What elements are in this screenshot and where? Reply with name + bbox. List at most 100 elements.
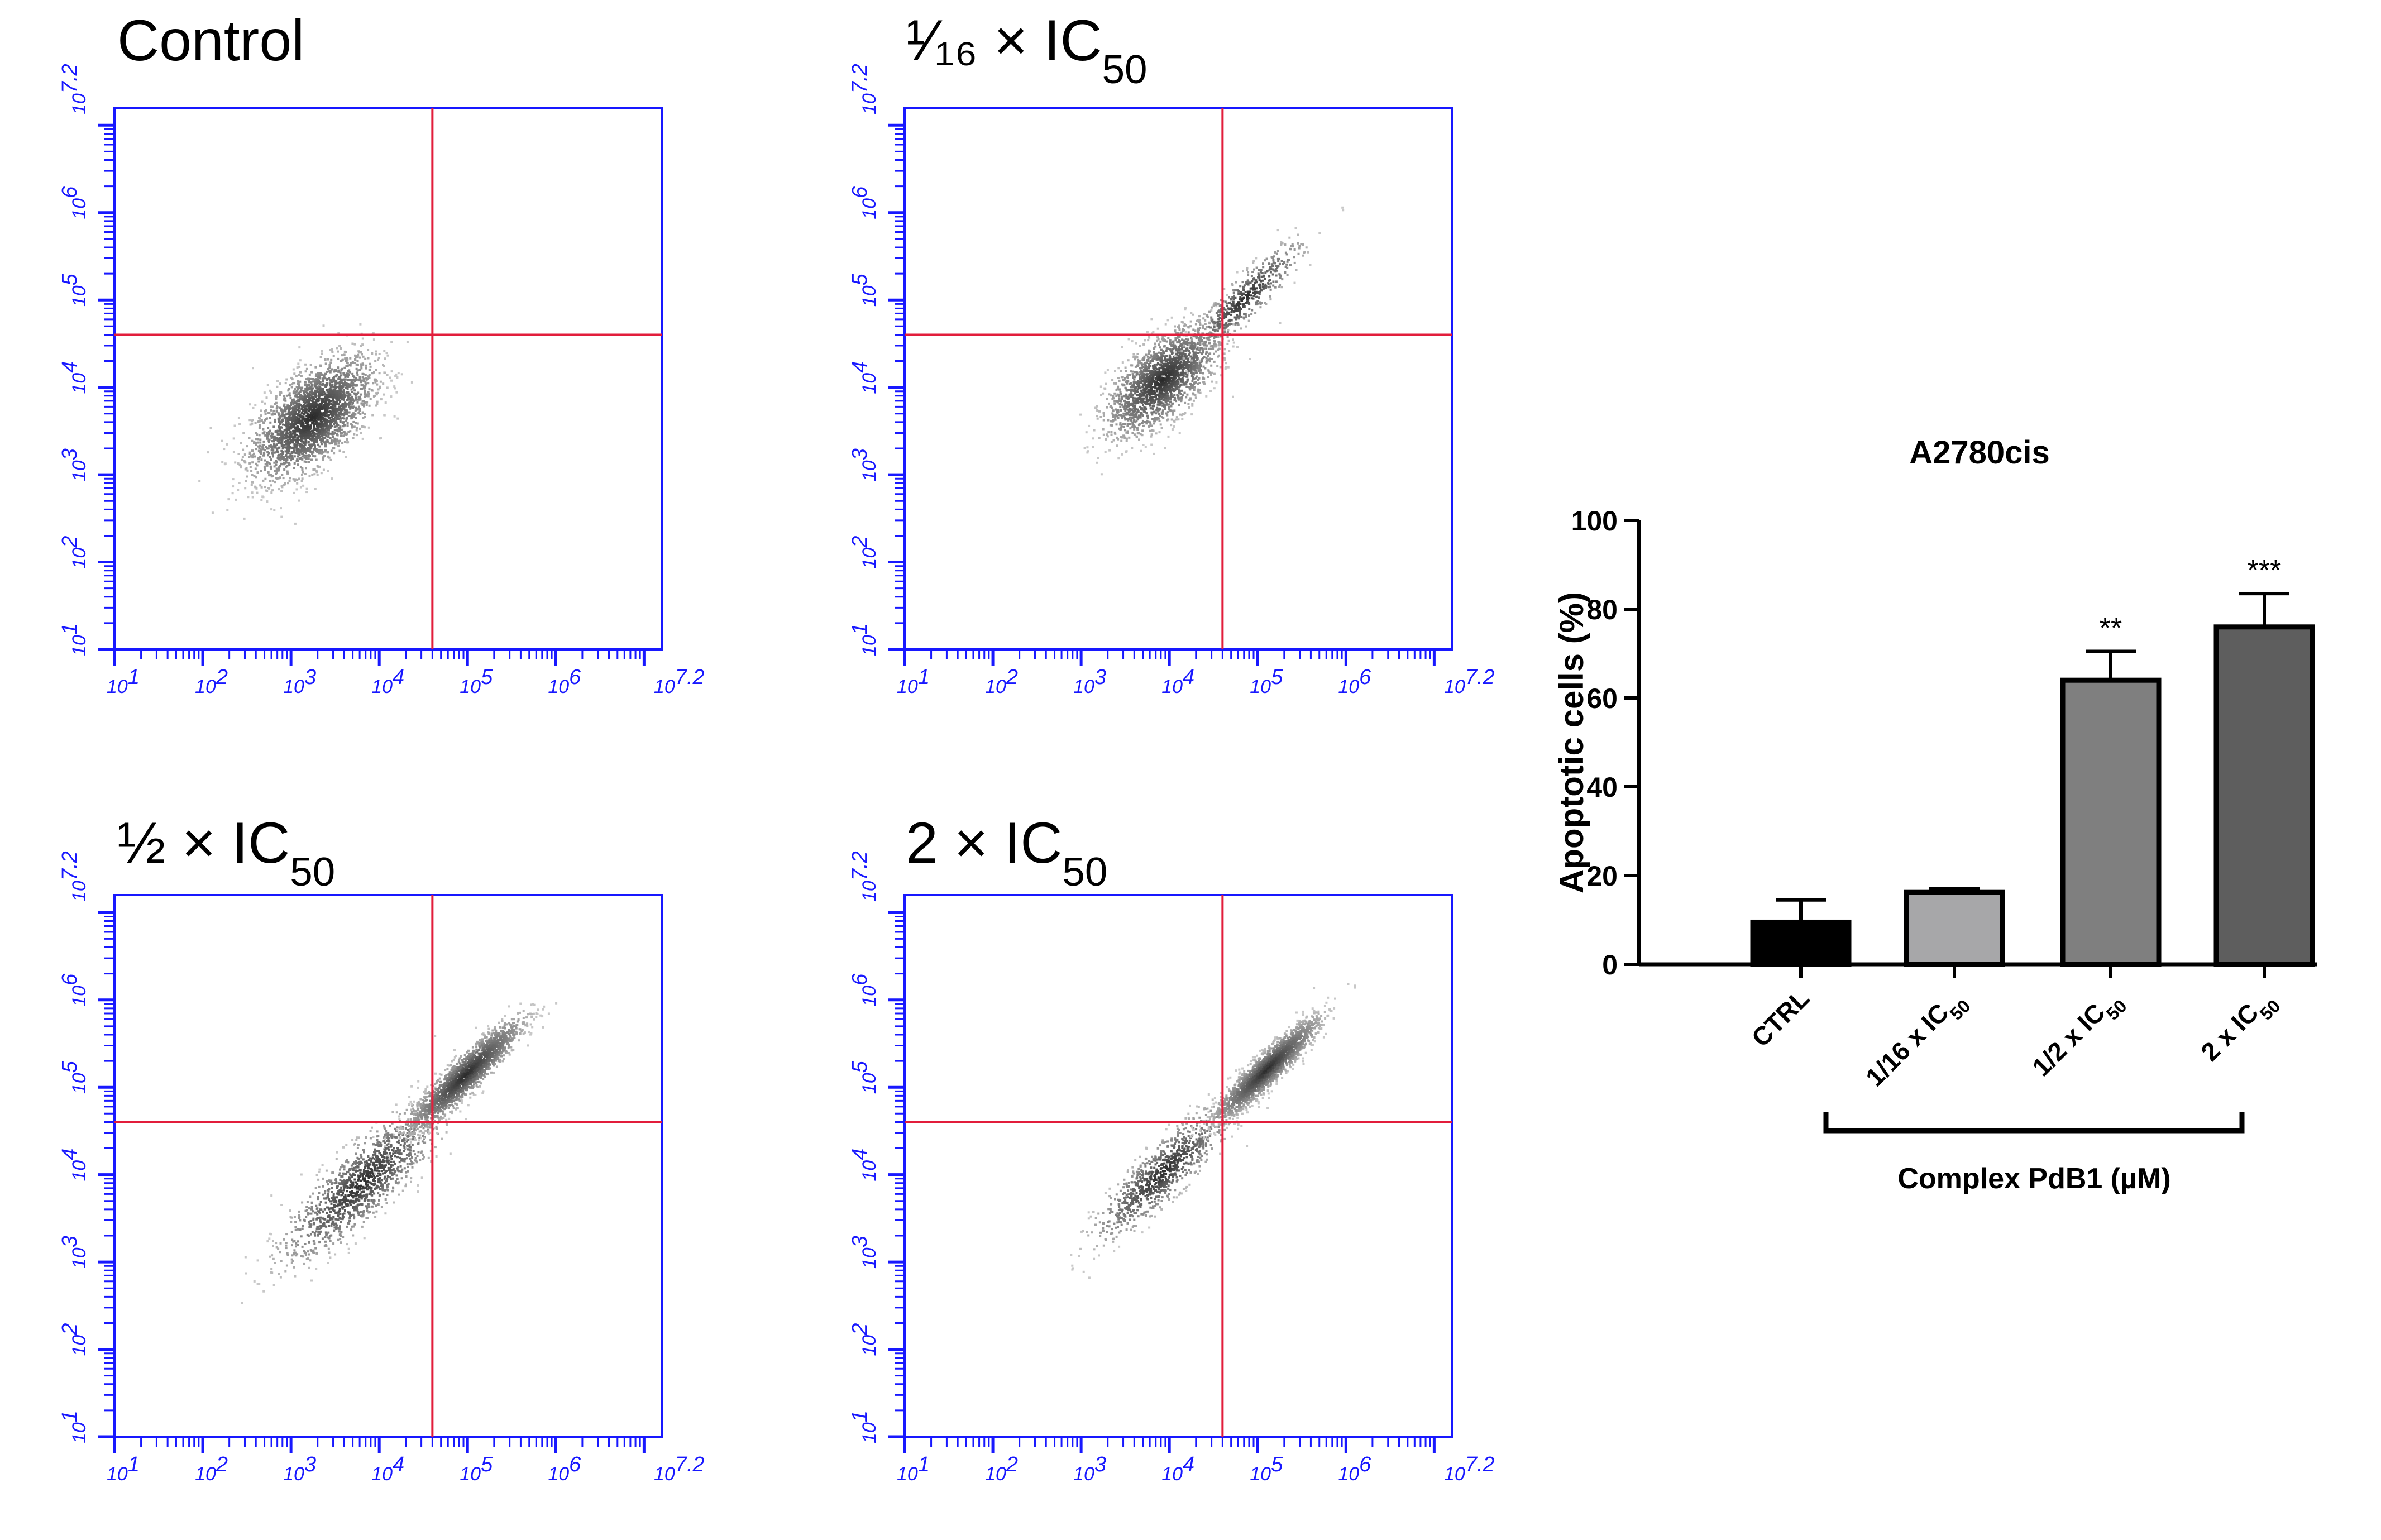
event-dot <box>1159 363 1161 366</box>
event-dot <box>367 349 370 351</box>
event-dot <box>298 451 300 454</box>
event-dot <box>313 415 316 418</box>
event-dot <box>259 484 262 487</box>
event-dot <box>333 370 336 373</box>
event-dot <box>288 449 290 452</box>
event-dot <box>1146 373 1149 376</box>
event-dot <box>358 351 361 354</box>
event-dot <box>1172 342 1175 345</box>
event-dot <box>340 413 343 415</box>
event-dot <box>376 403 379 405</box>
event-dot <box>271 479 274 482</box>
event-dot <box>337 442 340 444</box>
event-dot <box>313 448 315 451</box>
event-dot <box>275 437 278 439</box>
event-dot <box>1196 363 1198 366</box>
event-dot <box>1172 389 1174 391</box>
event-dot <box>338 449 341 452</box>
event-dot <box>1102 433 1105 436</box>
event-dot <box>1210 309 1213 312</box>
event-dot <box>340 408 342 411</box>
event-dot <box>256 491 259 494</box>
event-dot <box>1139 393 1141 396</box>
event-dot <box>1190 384 1193 386</box>
event-dot <box>1178 374 1181 377</box>
event-dot <box>1213 387 1216 390</box>
event-dot <box>1190 337 1193 339</box>
event-dot <box>327 405 329 408</box>
event-dot <box>1169 397 1171 400</box>
event-dot <box>327 396 329 399</box>
event-dot <box>1237 315 1240 318</box>
event-dot <box>331 403 334 406</box>
event-dot <box>1191 380 1194 382</box>
event-dot <box>1179 345 1182 347</box>
event-dot <box>327 436 330 438</box>
event-dot <box>1187 364 1190 366</box>
event-dot <box>1127 423 1130 425</box>
event-dot <box>1190 375 1193 377</box>
event-dot <box>262 479 265 482</box>
event-dot <box>260 486 263 489</box>
event-dot <box>316 423 319 426</box>
event-dot <box>278 419 281 422</box>
event-dot <box>255 432 257 434</box>
event-dot <box>276 406 279 409</box>
event-dot <box>303 395 306 398</box>
event-dot <box>285 423 288 426</box>
event-dot <box>351 342 354 345</box>
event-dot <box>337 370 340 372</box>
event-dot <box>1165 355 1168 357</box>
event-dot <box>1151 357 1154 360</box>
event-dot <box>1131 408 1134 411</box>
event-dot <box>293 401 296 404</box>
event-dot <box>375 369 377 371</box>
event-dot <box>1273 255 1275 258</box>
event-dot <box>304 436 307 439</box>
event-dot <box>274 438 277 441</box>
event-dot <box>284 413 287 416</box>
event-dot <box>302 404 305 407</box>
event-dot <box>336 382 339 385</box>
event-dot <box>1153 393 1156 395</box>
event-dot <box>352 412 355 415</box>
event-dot <box>1175 332 1178 334</box>
event-dot <box>1223 313 1226 315</box>
event-dot <box>341 398 343 401</box>
event-dot <box>1199 343 1202 346</box>
event-dot <box>294 404 297 407</box>
event-dot <box>293 467 295 469</box>
event-dot <box>232 478 235 481</box>
event-dot <box>1124 403 1127 406</box>
event-dot <box>293 413 295 415</box>
event-dot <box>1197 390 1199 393</box>
event-dot <box>328 377 331 380</box>
event-dot <box>1120 424 1123 427</box>
event-dot <box>313 409 316 412</box>
event-dot <box>269 446 272 448</box>
event-dot <box>1160 356 1163 358</box>
event-dot <box>1126 382 1129 385</box>
event-dot <box>309 438 311 441</box>
event-dot <box>325 398 327 401</box>
event-dot <box>1193 378 1196 380</box>
event-dot <box>328 442 331 445</box>
event-dot <box>1189 355 1192 358</box>
event-dot <box>1341 206 1344 209</box>
event-dot <box>301 477 304 480</box>
event-dot <box>347 415 350 417</box>
event-dot <box>1108 402 1110 405</box>
event-dot <box>1276 229 1279 232</box>
event-dot <box>1216 365 1219 367</box>
event-dot <box>232 485 235 488</box>
event-dot <box>1176 370 1179 372</box>
event-dot <box>342 390 345 393</box>
event-dot <box>1188 364 1191 366</box>
event-dot <box>325 440 327 443</box>
event-dot <box>1217 348 1220 351</box>
event-dot <box>317 373 319 376</box>
event-dot <box>270 409 272 412</box>
event-dot <box>1205 326 1208 328</box>
event-dot <box>1247 292 1250 295</box>
event-dot <box>295 446 298 449</box>
